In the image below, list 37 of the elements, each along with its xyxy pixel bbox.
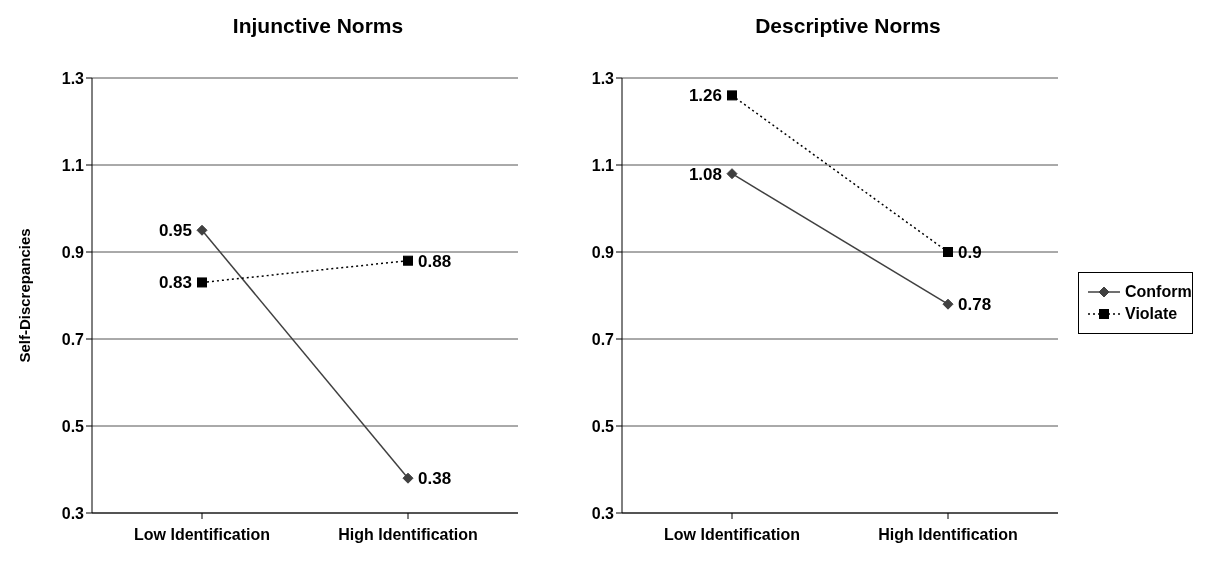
data-label: 0.38	[418, 469, 452, 489]
x-tick-label: Low Identification	[134, 526, 270, 544]
x-tick-label: High Identification	[878, 526, 1018, 544]
y-tick-label: 0.5	[61, 417, 85, 435]
point	[727, 90, 737, 101]
y-tick-label: 0.7	[591, 330, 615, 348]
y-tick-label: 1.3	[591, 69, 615, 87]
chart-title: Descriptive Norms	[754, 13, 942, 39]
legend-label: Conform	[1125, 283, 1192, 301]
chart-title: Injunctive Norms	[231, 13, 405, 39]
data-label: 0.9	[958, 243, 982, 262]
point	[726, 168, 738, 180]
y-tick-label: 1.1	[591, 156, 615, 174]
point	[942, 298, 954, 310]
point	[402, 472, 414, 484]
y-tick-label: 0.5	[591, 417, 615, 435]
x-tick-label: Low Identification	[664, 526, 800, 544]
point	[197, 277, 207, 288]
data-label: 0.78	[958, 295, 992, 315]
data-label: 0.88	[418, 251, 452, 271]
data-label: 1.26	[688, 86, 722, 106]
legend-label: Violate	[1125, 305, 1178, 323]
data-label: 0.95	[158, 221, 192, 241]
y-axis-title: Self-Discrepancies	[16, 228, 34, 363]
y-tick-label: 0.7	[61, 330, 85, 348]
y-tick-label: 0.9	[61, 243, 85, 261]
x-tick-label: High Identification	[338, 526, 478, 544]
point	[403, 255, 413, 266]
data-label: 1.08	[688, 164, 722, 184]
y-tick-label: 0.9	[591, 243, 615, 261]
y-tick-label: 0.3	[61, 504, 85, 522]
y-tick-label: 1.1	[61, 156, 85, 174]
y-tick-label: 1.3	[61, 69, 85, 87]
point	[196, 224, 208, 236]
point	[943, 247, 953, 257]
y-tick-label: 0.3	[591, 504, 615, 522]
data-label: 0.83	[158, 273, 192, 293]
